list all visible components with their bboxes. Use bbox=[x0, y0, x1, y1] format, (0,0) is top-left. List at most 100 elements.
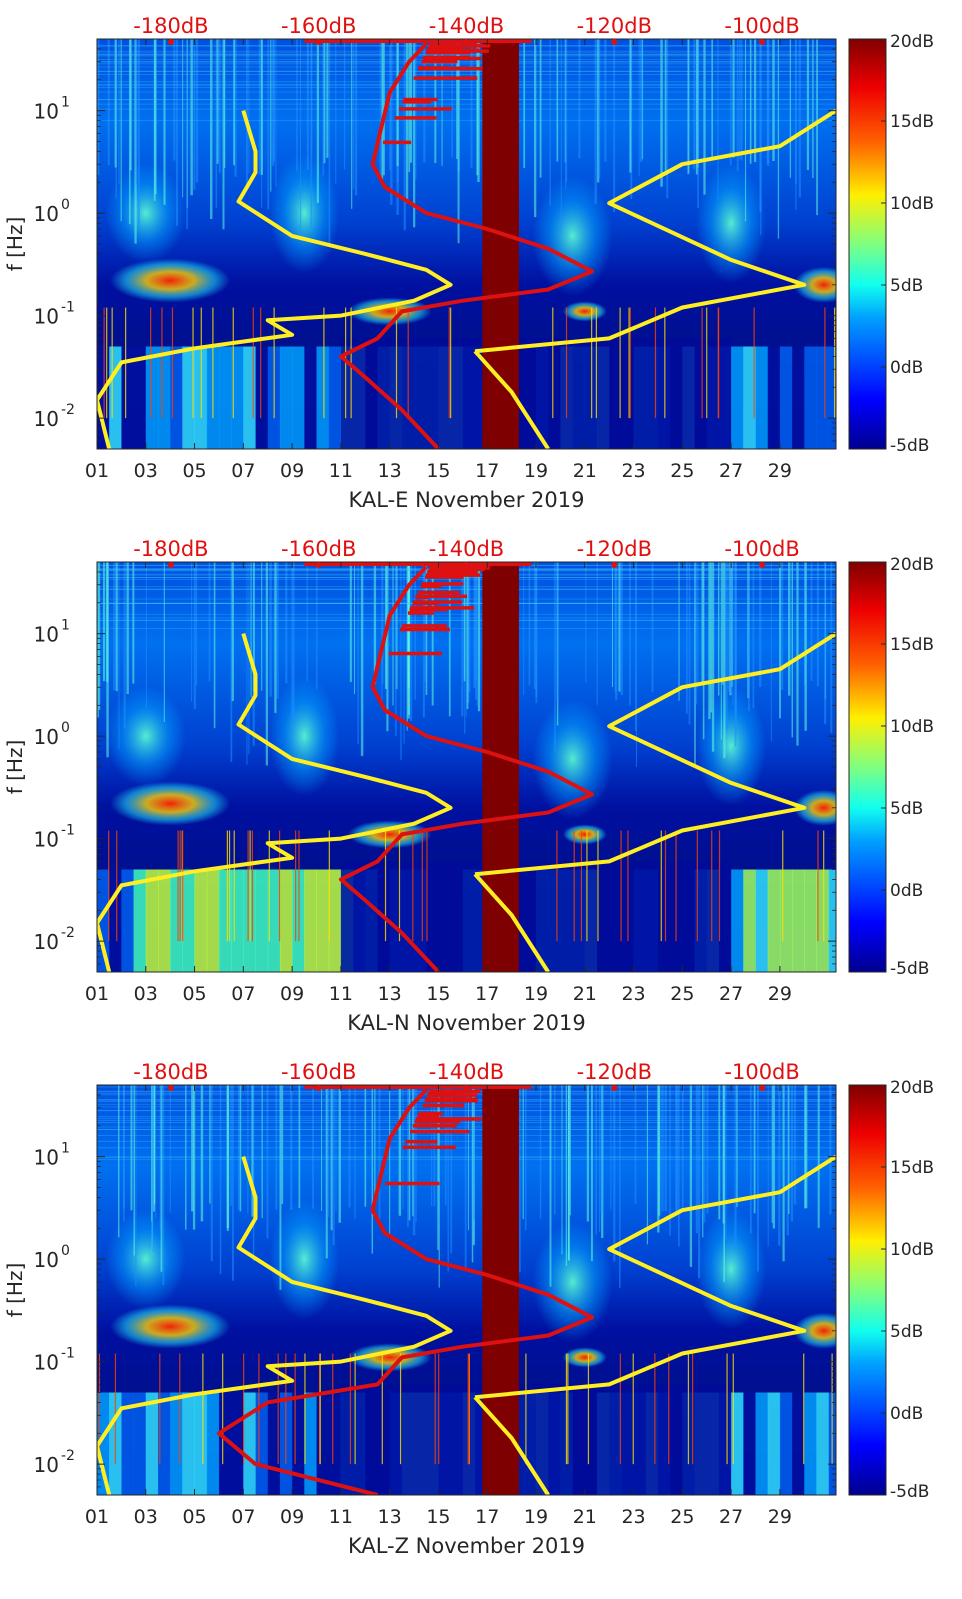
colorbar-tick-label: 0dB bbox=[890, 1404, 923, 1424]
y-axis-label: f [Hz] bbox=[3, 217, 27, 272]
x-tick-label: 15 bbox=[426, 983, 450, 1005]
top-axis-label: -180dB bbox=[133, 537, 208, 561]
colorbar-tick-label: -5dB bbox=[890, 959, 929, 979]
x-tick-label: 07 bbox=[231, 983, 255, 1005]
x-tick-label: 29 bbox=[768, 460, 792, 482]
top-axis-tick bbox=[167, 1085, 174, 1091]
top-axis-tick bbox=[315, 562, 322, 568]
x-tick-label: 03 bbox=[134, 983, 158, 1005]
colorbar-tick-label: 10dB bbox=[890, 1240, 934, 1260]
colorbar-tick-label: 5dB bbox=[890, 799, 923, 819]
x-tick-label: 01 bbox=[85, 1506, 109, 1528]
x-tick-label: 03 bbox=[134, 460, 158, 482]
colorbar-tick-label: 15dB bbox=[890, 635, 934, 655]
x-axis-label: KAL-N November 2019 bbox=[347, 1011, 585, 1035]
colorbar-tick-label: 20dB bbox=[890, 32, 934, 52]
x-tick-label: 01 bbox=[85, 460, 109, 482]
x-tick-label: 27 bbox=[719, 1506, 743, 1528]
x-axis-label: KAL-E November 2019 bbox=[349, 488, 585, 512]
top-axis-label: -140dB bbox=[429, 537, 504, 561]
psd-curve bbox=[338, 565, 595, 972]
colorbar-tick-label: 10dB bbox=[890, 194, 934, 214]
x-tick-label: 17 bbox=[475, 1506, 499, 1528]
x-tick-label: 29 bbox=[768, 983, 792, 1005]
data-gap-band bbox=[482, 39, 519, 449]
noise-model-curve-1 bbox=[97, 633, 453, 972]
colorbar-tick-label: 15dB bbox=[890, 112, 934, 132]
top-axis-label: -100dB bbox=[724, 537, 799, 561]
top-axis-tick bbox=[463, 39, 470, 45]
top-axis-tick bbox=[463, 1085, 470, 1091]
colorbar-tick-label: 5dB bbox=[890, 276, 923, 296]
x-tick-label: 27 bbox=[719, 983, 743, 1005]
colorbar bbox=[848, 561, 887, 973]
top-axis-label: -140dB bbox=[429, 14, 504, 38]
colorbar-tick-label: 10dB bbox=[890, 717, 934, 737]
x-tick-label: 27 bbox=[719, 460, 743, 482]
top-axis-label: -180dB bbox=[133, 1060, 208, 1084]
top-axis-tick bbox=[315, 39, 322, 45]
noise-model-curve-2 bbox=[473, 872, 550, 972]
data-gap-band bbox=[482, 1085, 519, 1495]
x-tick-label: 19 bbox=[524, 983, 548, 1005]
top-axis-tick bbox=[759, 562, 766, 568]
top-axis-tick bbox=[759, 39, 766, 45]
y-tick-label: 10 bbox=[34, 407, 59, 431]
colorbar-tick-label: 5dB bbox=[890, 1322, 923, 1342]
x-tick-label: 07 bbox=[231, 1506, 255, 1528]
x-tick-label: 29 bbox=[768, 1506, 792, 1528]
colorbar-tick-label: 20dB bbox=[890, 1078, 934, 1098]
x-tick-label: 15 bbox=[426, 1506, 450, 1528]
top-axis-label: -120dB bbox=[577, 1060, 652, 1084]
y-tick-label: 10 bbox=[34, 305, 59, 329]
top-axis-tick bbox=[315, 1085, 322, 1091]
noise-model-curve-3 bbox=[474, 1154, 836, 1400]
x-tick-label: 19 bbox=[524, 1506, 548, 1528]
noise-model-curve-2 bbox=[473, 349, 550, 449]
noise-model-curve-1 bbox=[97, 110, 453, 449]
x-tick-label: 21 bbox=[573, 1506, 597, 1528]
colorbar-tick-label: 0dB bbox=[890, 881, 923, 901]
y-tick-label: 10 bbox=[34, 828, 59, 852]
top-axis-label: -120dB bbox=[577, 537, 652, 561]
colorbar-tick-label: -5dB bbox=[890, 1482, 929, 1502]
x-tick-label: 05 bbox=[182, 460, 206, 482]
noise-model-curve-3 bbox=[474, 108, 836, 354]
data-gap-band bbox=[482, 562, 519, 972]
psd-curve bbox=[216, 1088, 595, 1495]
top-axis-tick bbox=[167, 39, 174, 45]
y-tick-label: 10 bbox=[34, 1453, 59, 1477]
psd-curve bbox=[338, 42, 595, 449]
x-tick-label: 21 bbox=[573, 460, 597, 482]
x-tick-label: 09 bbox=[280, 983, 304, 1005]
colorbar bbox=[848, 38, 887, 450]
x-axis-label: KAL-Z November 2019 bbox=[348, 1534, 585, 1558]
top-axis-label: -160dB bbox=[281, 1060, 356, 1084]
x-tick-label: 23 bbox=[621, 983, 645, 1005]
top-axis-tick bbox=[611, 39, 618, 45]
top-axis-tick bbox=[611, 1085, 618, 1091]
colorbar-tick-label: -5dB bbox=[890, 436, 929, 456]
x-tick-label: 11 bbox=[329, 460, 353, 482]
y-tick-exponent: -2 bbox=[61, 1448, 75, 1464]
top-axis-label: -120dB bbox=[577, 14, 652, 38]
y-tick-exponent: 0 bbox=[61, 720, 70, 736]
x-tick-label: 11 bbox=[329, 983, 353, 1005]
y-tick-exponent: -2 bbox=[61, 402, 75, 418]
x-tick-label: 25 bbox=[670, 1506, 694, 1528]
y-tick-exponent: -1 bbox=[61, 823, 75, 839]
y-tick-label: 10 bbox=[34, 930, 59, 954]
top-axis-label: -160dB bbox=[281, 537, 356, 561]
x-tick-label: 13 bbox=[378, 983, 402, 1005]
x-tick-label: 13 bbox=[378, 1506, 402, 1528]
y-tick-exponent: -1 bbox=[61, 1346, 75, 1362]
y-tick-exponent: 0 bbox=[61, 197, 70, 213]
x-tick-label: 01 bbox=[85, 983, 109, 1005]
x-tick-label: 09 bbox=[280, 1506, 304, 1528]
y-tick-label: 10 bbox=[34, 1248, 59, 1272]
top-axis-tick bbox=[611, 562, 618, 568]
